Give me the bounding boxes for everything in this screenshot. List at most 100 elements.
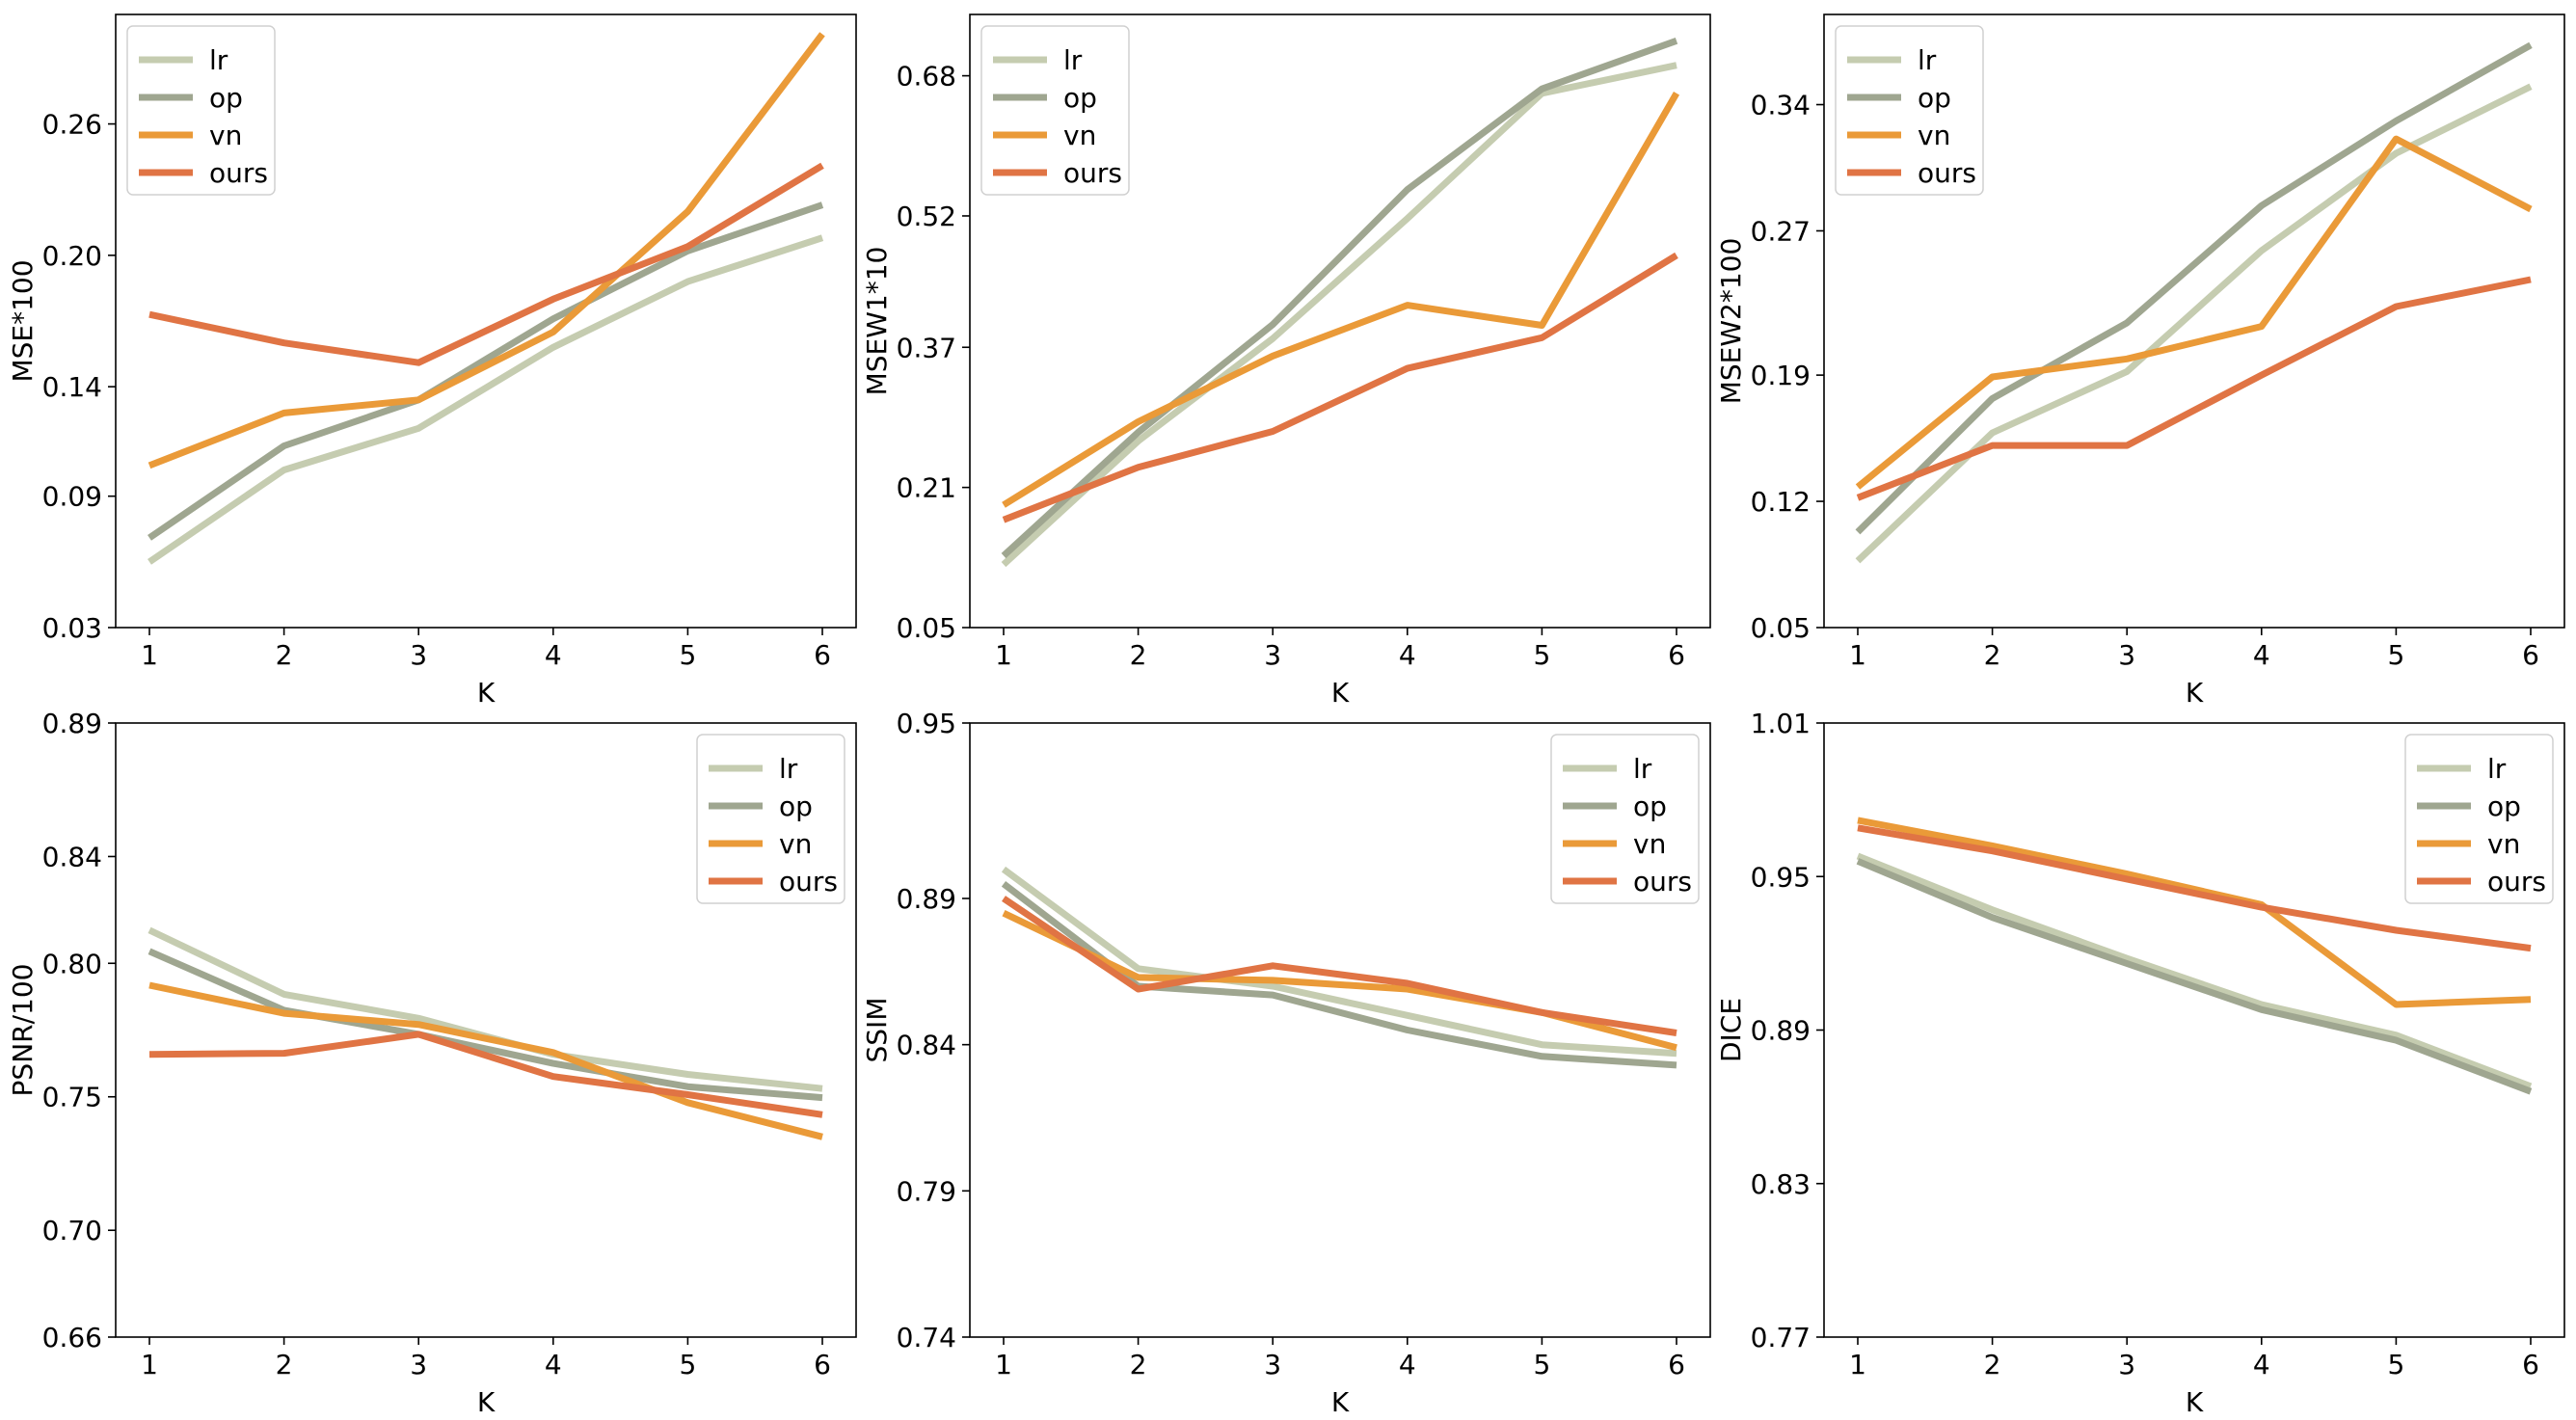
legend-label-vn: vn (2487, 828, 2520, 860)
legend-label-ours: ours (1063, 157, 1122, 189)
x-tick-label: 5 (2387, 1349, 2404, 1380)
x-axis-label: K (477, 677, 496, 709)
y-tick-label: 0.21 (897, 472, 956, 504)
y-axis-label: MSEW2*100 (1715, 238, 1747, 405)
legend-label-lr: lr (1063, 44, 1083, 76)
chart-panel-1: 1 2 3 4 5 6 0.03 0.09 0.14 0.20 0.26 K MSE*100 lr op vn… (7, 13, 857, 709)
series-line-vn (148, 32, 825, 469)
x-tick-label: 2 (276, 1349, 293, 1380)
series-line-ours (148, 1031, 823, 1118)
legend-label-lr: lr (2487, 753, 2507, 785)
legend-label-op: op (1633, 790, 1667, 822)
y-tick-label: 0.09 (42, 481, 102, 513)
series-line-op (1855, 41, 2533, 535)
x-tick-label: 6 (1668, 639, 1685, 671)
x-tick-label: 1 (1849, 639, 1866, 671)
series-line-ours (1856, 276, 2532, 501)
legend-box (980, 25, 1130, 196)
chart-panel-4: 1 2 3 4 5 6 0.66 0.70 0.75 0.80 0.84 0.89 K PSNR/100 l… (7, 708, 857, 1418)
legend-label-ours: ours (1633, 866, 1692, 898)
x-tick-label: 6 (2522, 1349, 2539, 1380)
x-tick-label: 4 (545, 639, 562, 671)
legend-label-ours: ours (2487, 866, 2546, 898)
x-tick-label: 1 (141, 1349, 158, 1380)
y-tick-label: 0.95 (897, 708, 956, 739)
legend-box (696, 734, 845, 904)
y-tick-label: 0.74 (897, 1322, 956, 1353)
x-tick-label: 5 (1533, 639, 1550, 671)
x-tick-label: 6 (814, 639, 831, 671)
y-tick-label: 0.37 (897, 332, 956, 363)
x-tick-label: 4 (2253, 1349, 2270, 1380)
legend-label-lr: lr (1633, 753, 1652, 785)
legend-label-vn: vn (1063, 120, 1096, 151)
x-tick-label: 3 (410, 1349, 427, 1380)
chart-panel-2: 1 2 3 4 5 6 0.05 0.21 0.37 0.52 0.68 K MSEW1*10 lr op v… (861, 13, 1711, 709)
legend-label-lr: lr (779, 753, 798, 785)
series-line-ours (148, 162, 824, 366)
series-line-vn (1855, 135, 2533, 490)
legend-label-op: op (1918, 82, 1951, 114)
y-tick-label: 0.79 (897, 1175, 956, 1207)
x-tick-label: 1 (995, 1349, 1012, 1380)
series-line-vn (148, 981, 823, 1140)
y-axis-label: DICE (1715, 998, 1747, 1062)
legend: lr op vn ours (1835, 25, 1984, 196)
x-tick-label: 2 (1984, 639, 2001, 671)
x-tick-label: 3 (410, 639, 427, 671)
series-line-lr (1001, 62, 1677, 568)
y-tick-label: 0.20 (42, 240, 102, 272)
y-axis-label: PSNR/100 (7, 964, 39, 1097)
x-tick-label: 4 (545, 1349, 562, 1380)
x-tick-label: 2 (1130, 639, 1147, 671)
y-tick-label: 0.05 (897, 612, 956, 644)
y-tick-label: 0.80 (42, 948, 102, 979)
x-tick-label: 6 (1668, 1349, 1685, 1380)
series-line-op (1001, 38, 1678, 559)
x-tick-label: 2 (276, 639, 293, 671)
x-tick-label: 1 (995, 639, 1012, 671)
x-tick-label: 1 (1849, 1349, 1866, 1380)
y-tick-label: 0.89 (1751, 1015, 1811, 1047)
series-line-lr (1001, 866, 1677, 1058)
y-tick-label: 0.84 (42, 841, 102, 872)
legend-label-vn: vn (1633, 828, 1666, 860)
x-axis-label: K (477, 1386, 496, 1418)
legend-label-lr: lr (1918, 44, 1937, 76)
x-tick-label: 5 (679, 639, 696, 671)
y-tick-label: 0.84 (897, 1030, 956, 1061)
series-line-vn (1002, 92, 1680, 508)
y-tick-label: 0.83 (1751, 1168, 1811, 1200)
y-tick-label: 0.52 (897, 201, 956, 232)
x-tick-label: 4 (2253, 639, 2270, 671)
series-line-vn (1002, 910, 1677, 1052)
x-tick-label: 2 (1984, 1349, 2001, 1380)
x-tick-label: 3 (1264, 1349, 1281, 1380)
y-tick-label: 0.95 (1751, 861, 1811, 893)
y-tick-label: 0.89 (897, 883, 956, 915)
axes-frame (1823, 13, 2565, 629)
x-tick-label: 6 (814, 1349, 831, 1380)
y-axis-label: MSEW1*10 (861, 247, 893, 396)
y-tick-label: 0.77 (1751, 1322, 1811, 1353)
legend: lr op vn ours (2404, 734, 2554, 904)
legend-label-ours: ours (1918, 157, 1976, 189)
legend: lr op vn ours (1550, 734, 1700, 904)
legend: lr op vn ours (980, 25, 1130, 196)
legend: lr op vn ours (126, 25, 276, 196)
x-tick-label: 5 (679, 1349, 696, 1380)
x-axis-label: K (1331, 677, 1350, 709)
y-tick-label: 0.70 (42, 1215, 102, 1246)
x-tick-label: 4 (1399, 1349, 1416, 1380)
axes-frame (115, 13, 857, 629)
x-tick-label: 3 (2118, 1349, 2135, 1380)
legend-label-op: op (2487, 790, 2521, 822)
x-tick-label: 2 (1130, 1349, 1147, 1380)
y-tick-label: 0.14 (42, 371, 102, 403)
legend-box (126, 25, 276, 196)
legend-label-vn: vn (779, 828, 812, 860)
x-axis-label: K (2186, 1386, 2204, 1418)
legend-box (2404, 734, 2554, 904)
y-axis-label: SSIM (861, 998, 893, 1063)
